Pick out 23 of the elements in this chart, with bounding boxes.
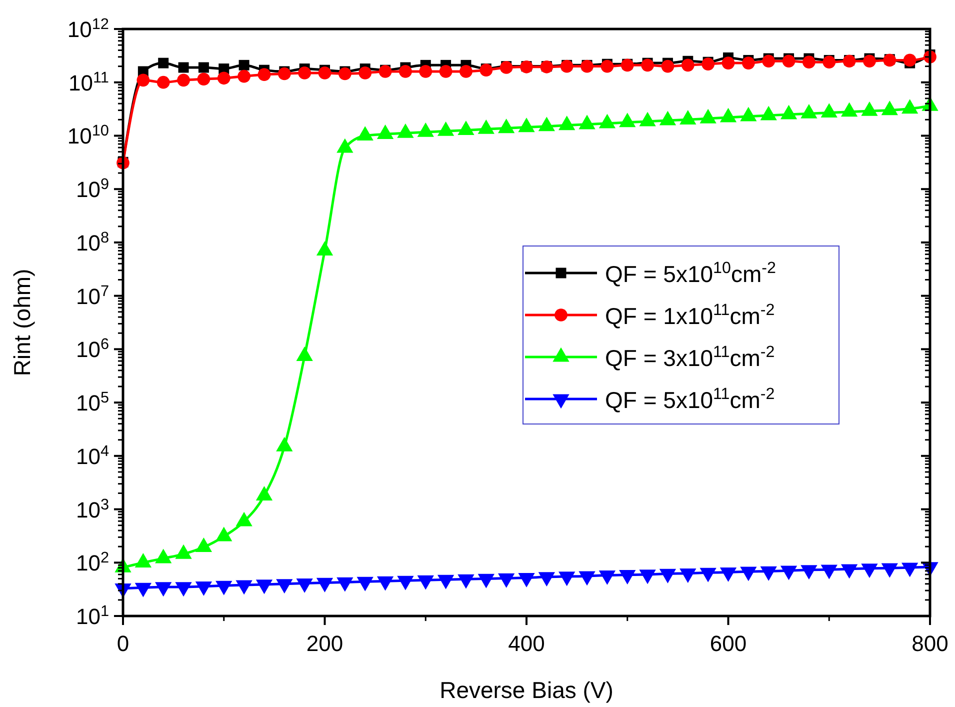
y-tick-label: 10$^{6}$ [76, 336, 109, 362]
legend-label: QF = 1x10$^{11}$cm$^{-2}$ [605, 301, 775, 329]
y-tick-label: 10$^{3}$ [76, 496, 109, 522]
y-tick-label: 10$^{5}$ [76, 389, 109, 416]
y-tick-label: 10$^{4}$ [76, 442, 110, 469]
y-tick-label: 10$^{7}$ [76, 282, 109, 309]
y-tick-label: 10$^{11}$ [68, 68, 109, 96]
y-tick-label: 10$^{8}$ [76, 228, 109, 256]
x-tick-label: 400 [508, 631, 545, 656]
y-axis-title: Rint (ohm) [9, 268, 35, 376]
legend-label: QF = 5x10$^{11}$cm$^{-2}$ [605, 385, 775, 413]
legend-label: QF = 3x10$^{11}$cm$^{-2}$ [605, 343, 775, 371]
x-tick-label: 600 [710, 631, 747, 656]
x-tick-label: 200 [306, 631, 344, 656]
y-tick-label: 10$^{12}$ [67, 16, 109, 42]
y-tick-label: 10$^{2}$ [76, 549, 109, 576]
y-tick-label: 10$^{9}$ [76, 176, 109, 202]
y-tick-label: 10$^{1}$ [76, 602, 109, 629]
y-tick-label: 10$^{10}$ [67, 122, 109, 149]
legend-label: QF = 5x10$^{10}$cm$^{-2}$ [605, 259, 776, 287]
x-tick-label: 800 [912, 631, 948, 656]
x-axis-title: Reverse Bias (V) [440, 677, 614, 703]
x-tick-label: 0 [116, 631, 130, 656]
